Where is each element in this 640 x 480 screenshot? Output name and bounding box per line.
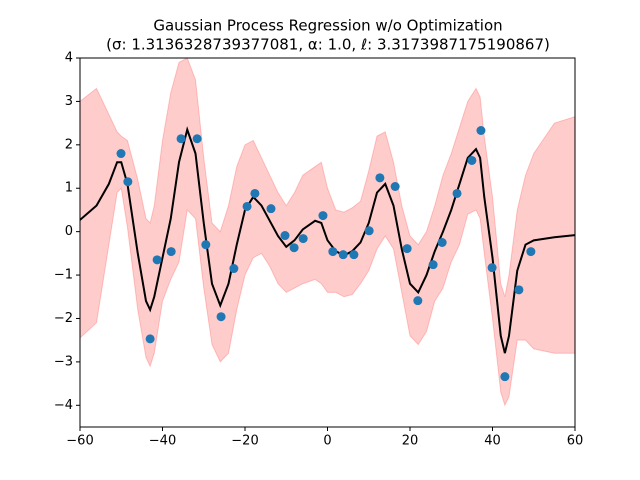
x-tick-label: −60 (66, 434, 93, 449)
data-point (328, 247, 338, 257)
confidence-band (80, 58, 575, 407)
data-point (375, 173, 385, 183)
x-tick-label: −20 (231, 434, 258, 449)
x-tick-label: −40 (149, 434, 176, 449)
data-point (390, 181, 400, 191)
data-point (349, 250, 359, 260)
data-point (500, 372, 510, 382)
data-point (364, 226, 374, 236)
x-tick-label: 0 (323, 434, 331, 449)
y-tick-label: 4 (65, 51, 73, 66)
data-point (487, 263, 497, 273)
data-point (166, 247, 176, 257)
data-point (229, 264, 239, 274)
data-point (250, 188, 260, 198)
data-point (476, 125, 486, 135)
data-point (298, 234, 308, 244)
data-point (216, 312, 226, 322)
data-point (201, 240, 211, 250)
y-tick-label: 2 (65, 137, 73, 152)
data-point (437, 238, 447, 247)
data-point (428, 260, 438, 270)
y-tick-label: −3 (54, 354, 73, 369)
data-point (192, 134, 202, 144)
data-point (338, 250, 348, 260)
y-tick-label: −1 (54, 268, 73, 283)
data-point (242, 201, 252, 211)
y-tick-label: 1 (65, 181, 73, 196)
chart-title: Gaussian Process Regression w/o Optimiza… (153, 17, 502, 35)
data-point (145, 334, 155, 344)
x-tick-label: 40 (484, 434, 501, 449)
x-tick-label: 60 (567, 434, 584, 449)
data-point (413, 296, 423, 306)
y-tick-label: −4 (54, 398, 73, 413)
data-point (402, 244, 412, 254)
data-point (526, 247, 536, 257)
data-point (514, 285, 524, 295)
mean-line (80, 126, 575, 354)
data-point (289, 243, 299, 253)
data-point (152, 255, 162, 265)
data-point (467, 155, 477, 165)
data-point (123, 177, 133, 187)
y-tick-label: 3 (65, 94, 73, 109)
data-point (318, 211, 328, 221)
chart-subtitle: (σ: 1.3136328739377081, α: 1.0, ℓ: 3.317… (106, 36, 550, 54)
data-point (452, 188, 462, 198)
data-point (280, 231, 290, 241)
y-tick-label: 0 (65, 224, 73, 239)
data-point (266, 204, 276, 214)
data-point (116, 149, 126, 159)
y-tick-label: −2 (54, 311, 73, 326)
data-point (176, 134, 186, 144)
x-tick-label: 20 (402, 434, 419, 449)
